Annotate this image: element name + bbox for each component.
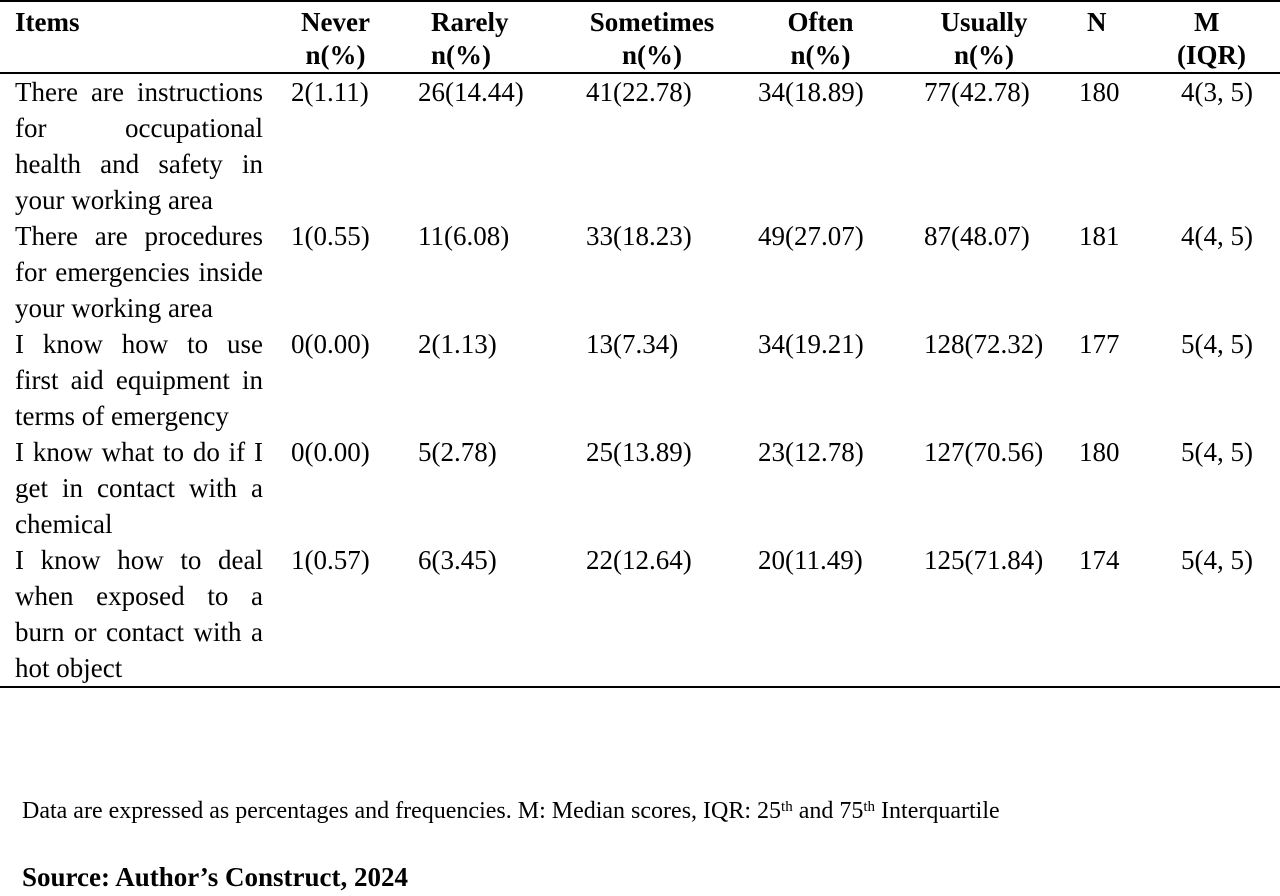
cell-rarely: 6(3.45) (418, 545, 497, 575)
table-row: I know what to do if I get in contact wi… (0, 434, 1280, 542)
cell-usually: 87(48.07) (924, 221, 1030, 251)
cell-often: 34(19.21) (758, 329, 864, 359)
cell-never: 1(0.57) (291, 545, 370, 575)
header-never: Never n(%) (301, 7, 370, 70)
cell-usually: 125(71.84) (924, 545, 1044, 575)
cell-often: 34(18.89) (758, 77, 864, 107)
cell-often: 20(11.49) (758, 545, 863, 575)
footnote-text-start: Data are expressed as percentages and fr… (22, 798, 782, 824)
table-row: There are instructions for occupational … (0, 73, 1280, 218)
cell-often: 23(12.78) (758, 437, 864, 467)
table-footnote: Data are expressed as percentages and fr… (22, 796, 1000, 826)
cell-never: 0(0.00) (291, 437, 370, 467)
header-often: Often n(%) (787, 7, 854, 70)
cell-never: 2(1.11) (291, 77, 369, 107)
item-text: I know what to do if I get in contact wi… (15, 437, 263, 539)
cell-median-iqr: 4(3, 5) (1181, 77, 1253, 107)
cell-sometimes: 41(22.78) (586, 77, 692, 107)
header-usually: Usually n(%) (940, 7, 1028, 70)
footnote-superscript-2: th (863, 799, 876, 815)
cell-rarely: 5(2.78) (418, 437, 497, 467)
footnote-text-end: Interquartile (875, 798, 1000, 824)
cell-median-iqr: 5(4, 5) (1181, 545, 1253, 575)
cell-sometimes: 25(13.89) (586, 437, 692, 467)
cell-sometimes: 22(12.64) (586, 545, 692, 575)
table-row: There are procedures for emergencies ins… (0, 218, 1280, 326)
cell-median-iqr: 4(4, 5) (1181, 221, 1253, 251)
cell-usually: 128(72.32) (924, 329, 1044, 359)
cell-n: 181 (1079, 221, 1120, 251)
data-table-container: Items Never n(%) Rarely n(%) Sometimes n… (0, 1, 1280, 687)
cell-often: 49(27.07) (758, 221, 864, 251)
item-text: I know how to use first aid equipment in… (15, 329, 263, 431)
cell-n: 180 (1079, 437, 1120, 467)
cell-sometimes: 13(7.34) (586, 329, 679, 359)
cell-rarely: 11(6.08) (418, 221, 510, 251)
source-citation: Source: Author’s Construct, 2024 (22, 862, 408, 892)
cell-n: 180 (1079, 77, 1120, 107)
cell-rarely: 2(1.13) (418, 329, 497, 359)
cell-median-iqr: 5(4, 5) (1181, 437, 1253, 467)
item-text: I know how to deal when exposed to a bur… (15, 545, 263, 683)
table-row: I know how to use first aid equipment in… (0, 326, 1280, 434)
header-sometimes: Sometimes n(%) (589, 7, 715, 70)
item-text: There are instructions for occupational … (15, 77, 263, 215)
cell-n: 177 (1079, 329, 1120, 359)
header-n: N (1087, 7, 1107, 37)
footnote-text-mid: and 75 (792, 798, 864, 824)
footnote-superscript-1: th (781, 799, 793, 815)
cell-never: 0(0.00) (291, 329, 370, 359)
item-text: There are procedures for emergencies ins… (15, 221, 263, 323)
cell-median-iqr: 5(4, 5) (1181, 329, 1253, 359)
survey-results-table: Items Never n(%) Rarely n(%) Sometimes n… (0, 1, 1280, 687)
table-row: I know how to deal when exposed to a bur… (0, 542, 1280, 687)
table-header-row: Items Never n(%) Rarely n(%) Sometimes n… (0, 1, 1280, 73)
header-median-iqr: M (IQR) (1177, 7, 1246, 70)
cell-never: 1(0.55) (291, 221, 370, 251)
cell-n: 174 (1079, 545, 1120, 575)
cell-usually: 127(70.56) (924, 437, 1044, 467)
cell-usually: 77(42.78) (924, 77, 1030, 107)
header-items: Items (15, 7, 80, 37)
header-rarely: Rarely n(%) (431, 7, 509, 70)
cell-sometimes: 33(18.23) (586, 221, 692, 251)
cell-rarely: 26(14.44) (418, 77, 524, 107)
